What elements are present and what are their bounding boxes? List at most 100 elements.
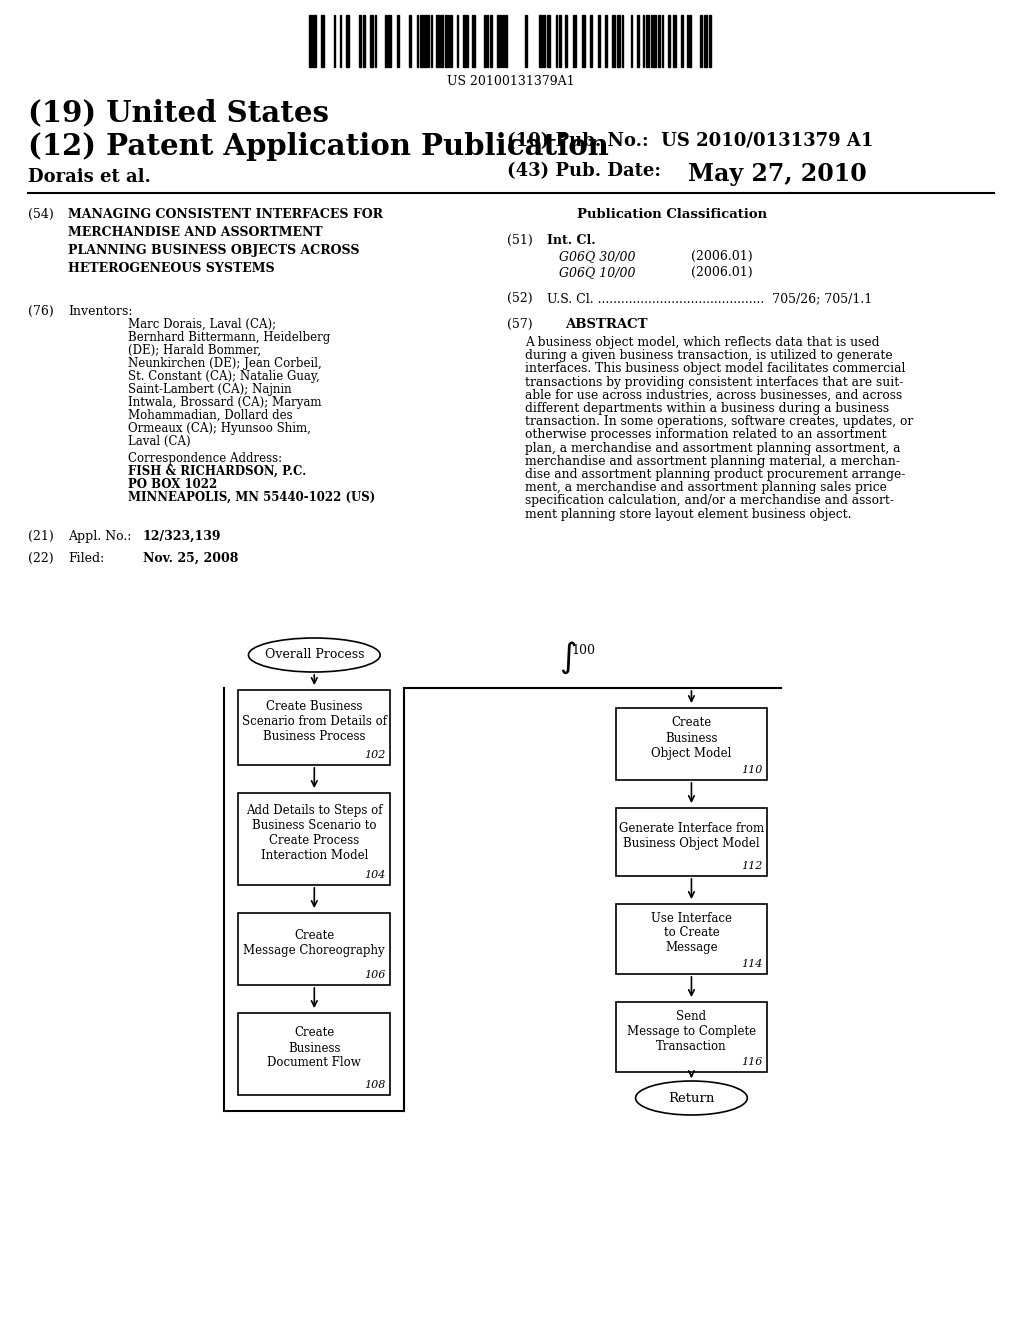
Text: (76): (76) — [28, 305, 53, 318]
Text: Create Business
Scenario from Details of
Business Process: Create Business Scenario from Details of… — [242, 700, 387, 743]
Text: interfaces. This business object model facilitates commercial: interfaces. This business object model f… — [525, 363, 905, 375]
Text: Ormeaux (CA); Hyunsoo Shim,: Ormeaux (CA); Hyunsoo Shim, — [128, 422, 310, 436]
Bar — [559, 15, 561, 67]
Text: (2006.01): (2006.01) — [691, 267, 753, 279]
Text: PO BOX 1022: PO BOX 1022 — [128, 478, 217, 491]
Text: merchandise and assortment planning material, a merchan-: merchandise and assortment planning mate… — [525, 455, 900, 467]
Text: Intwala, Brossard (CA); Maryam: Intwala, Brossard (CA); Maryam — [128, 396, 322, 409]
Text: 112: 112 — [741, 861, 762, 871]
Text: (12) Patent Application Publication: (12) Patent Application Publication — [28, 132, 608, 161]
Bar — [497, 15, 500, 67]
Text: Neunkirchen (DE); Jean Corbeil,: Neunkirchen (DE); Jean Corbeil, — [128, 356, 322, 370]
Text: ABSTRACT: ABSTRACT — [565, 318, 648, 331]
Bar — [385, 15, 387, 67]
Text: (43) Pub. Date:: (43) Pub. Date: — [507, 162, 660, 180]
Text: otherwise processes information related to an assortment: otherwise processes information related … — [525, 429, 887, 441]
Bar — [590, 15, 592, 67]
Text: Add Details to Steps of
Business Scenario to
Create Process
Interaction Model: Add Details to Steps of Business Scenari… — [246, 804, 383, 862]
Text: (19) United States: (19) United States — [28, 98, 329, 127]
Text: 106: 106 — [364, 970, 385, 979]
Text: US 20100131379A1: US 20100131379A1 — [447, 75, 574, 88]
Text: 116: 116 — [741, 1057, 762, 1067]
Bar — [539, 15, 542, 67]
FancyBboxPatch shape — [239, 1012, 390, 1096]
Text: Filed:: Filed: — [68, 552, 104, 565]
Text: Publication Classification: Publication Classification — [577, 209, 767, 220]
Text: Create
Message Choreography: Create Message Choreography — [244, 929, 385, 957]
Text: (52): (52) — [507, 292, 532, 305]
Bar — [364, 15, 366, 67]
Text: (10) Pub. No.:  US 2010/0131379 A1: (10) Pub. No.: US 2010/0131379 A1 — [507, 132, 873, 150]
Bar — [397, 15, 399, 67]
Text: Overall Process: Overall Process — [264, 648, 365, 661]
Text: Generate Interface from
Business Object Model: Generate Interface from Business Object … — [618, 822, 764, 850]
Text: A business object model, which reflects data that is used: A business object model, which reflects … — [525, 337, 880, 348]
Bar — [645, 15, 648, 67]
Text: ment planning store layout element business object.: ment planning store layout element busin… — [525, 508, 851, 520]
Text: (2006.01): (2006.01) — [691, 249, 753, 263]
Bar — [547, 15, 550, 67]
FancyBboxPatch shape — [239, 913, 390, 985]
Bar — [652, 15, 655, 67]
Text: FISH & RICHARDSON, P.C.: FISH & RICHARDSON, P.C. — [128, 465, 306, 478]
FancyBboxPatch shape — [615, 808, 767, 876]
Text: (21): (21) — [28, 531, 53, 543]
Text: transaction. In some operations, software creates, updates, or: transaction. In some operations, softwar… — [525, 416, 913, 428]
Bar — [484, 15, 486, 67]
Text: plan, a merchandise and assortment planning assortment, a: plan, a merchandise and assortment plann… — [525, 442, 900, 454]
Bar — [436, 15, 439, 67]
Bar — [700, 15, 702, 67]
Bar — [637, 15, 639, 67]
Text: (DE); Harald Bommer,: (DE); Harald Bommer, — [128, 345, 261, 356]
Bar — [598, 15, 600, 67]
Bar — [525, 15, 526, 67]
Ellipse shape — [249, 638, 380, 672]
Bar — [674, 15, 677, 67]
Bar — [346, 15, 349, 67]
Text: (51): (51) — [507, 234, 532, 247]
Text: 12/323,139: 12/323,139 — [142, 531, 221, 543]
Text: 114: 114 — [741, 960, 762, 969]
Bar — [710, 15, 712, 67]
Text: Dorais et al.: Dorais et al. — [28, 168, 151, 186]
Text: 110: 110 — [741, 766, 762, 775]
Text: Create
Business
Document Flow: Create Business Document Flow — [267, 1027, 361, 1069]
Text: Appl. No.:: Appl. No.: — [68, 531, 131, 543]
Text: St. Constant (CA); Natalie Guay,: St. Constant (CA); Natalie Guay, — [128, 370, 319, 383]
Bar — [420, 15, 423, 67]
Bar — [689, 15, 691, 67]
FancyBboxPatch shape — [239, 793, 390, 884]
Text: ment, a merchandise and assortment planning sales price: ment, a merchandise and assortment plann… — [525, 482, 887, 494]
Text: May 27, 2010: May 27, 2010 — [688, 162, 867, 186]
Text: specification calculation, and/or a merchandise and assort-: specification calculation, and/or a merc… — [525, 495, 894, 507]
Text: (54): (54) — [28, 209, 53, 220]
Bar — [489, 15, 492, 67]
Text: U.S. Cl. ...........................................  705/26; 705/1.1: U.S. Cl. ...............................… — [547, 292, 872, 305]
Bar — [572, 15, 575, 67]
Bar — [705, 15, 708, 67]
Text: Saint-Lambert (CA); Najnin: Saint-Lambert (CA); Najnin — [128, 383, 292, 396]
Text: different departments within a business during a business: different departments within a business … — [525, 403, 889, 414]
Bar — [463, 15, 466, 67]
Text: 104: 104 — [364, 870, 385, 880]
Bar — [313, 15, 316, 67]
FancyBboxPatch shape — [615, 708, 767, 780]
Bar — [582, 15, 585, 67]
Text: Nov. 25, 2008: Nov. 25, 2008 — [142, 552, 238, 565]
FancyBboxPatch shape — [615, 1002, 767, 1072]
Text: Correspondence Address:: Correspondence Address: — [128, 451, 282, 465]
Text: Marc Dorais, Laval (CA);: Marc Dorais, Laval (CA); — [128, 318, 275, 331]
Text: during a given business transaction, is utilized to generate: during a given business transaction, is … — [525, 350, 893, 362]
Text: transactions by providing consistent interfaces that are suit-: transactions by providing consistent int… — [525, 376, 903, 388]
Ellipse shape — [636, 1081, 748, 1115]
Bar — [611, 15, 614, 67]
Text: Bernhard Bittermann, Heidelberg: Bernhard Bittermann, Heidelberg — [128, 331, 330, 345]
Text: (57): (57) — [507, 318, 532, 331]
Bar — [409, 15, 411, 67]
Text: Laval (CA): Laval (CA) — [128, 436, 190, 447]
Text: Use Interface
to Create
Message: Use Interface to Create Message — [651, 912, 732, 954]
Text: G06Q 30/00: G06Q 30/00 — [559, 249, 635, 263]
Text: able for use across industries, across businesses, and across: able for use across industries, across b… — [525, 389, 902, 401]
Bar — [472, 15, 475, 67]
Bar — [616, 15, 620, 67]
